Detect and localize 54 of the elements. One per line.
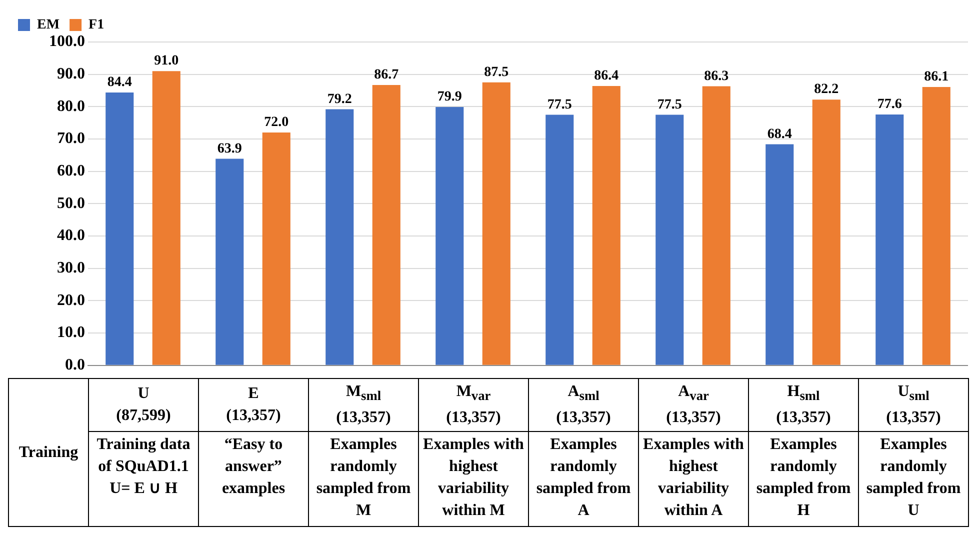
bar	[656, 114, 684, 365]
category-label: U$_{sml}$ (13,357) Examples randomly sampled from U	[866, 383, 961, 520]
category-label: M$_{sml}$ (13,357) Examples randomly sampled from M	[316, 383, 411, 520]
bar	[372, 85, 400, 365]
bar	[922, 86, 950, 365]
y-tick-label: 80.0	[57, 98, 85, 115]
bar	[152, 71, 180, 365]
bar	[592, 86, 620, 365]
data-label: 84.4	[107, 75, 132, 90]
bar	[876, 114, 904, 365]
data-label: 86.3	[704, 68, 729, 84]
data-label: 63.9	[217, 141, 242, 156]
bar	[546, 114, 574, 365]
bar	[482, 82, 510, 365]
data-label: 86.7	[374, 68, 399, 83]
data-label: 86.4	[594, 68, 619, 84]
category-label: A$_{var}$ (13,357) Examples with highest variability within A	[643, 383, 744, 520]
bar	[766, 144, 794, 365]
data-label: 91.0	[154, 54, 179, 69]
data-label: 87.5	[484, 65, 509, 80]
y-tick-label: 40.0	[57, 227, 85, 244]
data-label: 68.4	[767, 126, 792, 142]
data-label: 86.1	[924, 70, 949, 85]
y-tick-label: 100.0	[49, 33, 85, 50]
data-label: 77.5	[657, 97, 682, 112]
bar	[702, 86, 730, 365]
category-label: A$_{sml}$ (13,357) Examples randomly sampled from A	[536, 383, 631, 520]
x-axis-title: Training	[8, 378, 88, 527]
data-label: 72.0	[264, 115, 289, 130]
bar	[436, 107, 464, 365]
category-label: U (87,599) Training data of SQuAD1.1 U= E ∪ H	[96, 385, 190, 498]
data-label: 77.5	[547, 97, 572, 112]
category-label: M$_{var}$ (13,357) Examples with highest variability within M	[423, 383, 524, 520]
bar	[262, 132, 290, 365]
category-label: E (13,357) “Easy to answer” examples	[222, 385, 286, 498]
bar	[106, 92, 134, 365]
data-label: 79.2	[327, 92, 352, 107]
y-tick-label: 20.0	[57, 292, 85, 309]
y-tick-label: 70.0	[57, 130, 85, 148]
category-label: H$_{sml}$ (13,357) Examples randomly sampled from H	[756, 383, 851, 520]
y-tick-label: 10.0	[57, 324, 85, 342]
legend-label: EM	[37, 18, 60, 33]
bar	[812, 100, 840, 365]
data-label: 79.9	[437, 90, 462, 105]
bar	[326, 109, 354, 365]
y-tick-label: 90.0	[57, 65, 85, 82]
y-tick-label: 0.0	[65, 356, 85, 374]
legend-label: F1	[88, 18, 104, 33]
y-tick-label: 60.0	[57, 162, 85, 180]
data-label: 77.6	[877, 97, 902, 112]
y-tick-label: 30.0	[57, 260, 85, 277]
data-label: 82.2	[814, 82, 839, 98]
y-tick-label: 50.0	[57, 194, 85, 212]
bar	[216, 158, 244, 365]
